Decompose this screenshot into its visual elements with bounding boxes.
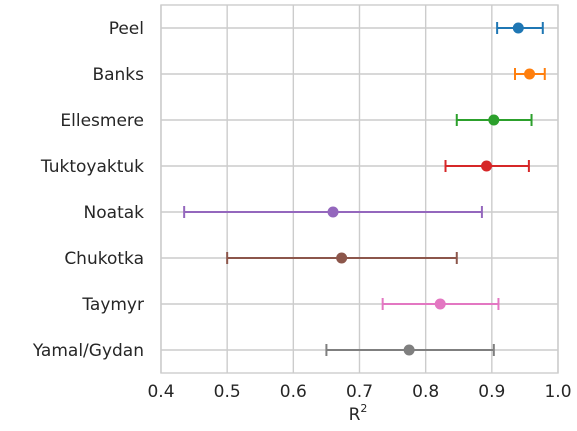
data-point [403,344,415,356]
data-point [481,160,493,172]
y-tick-label: Peel [109,19,144,39]
data-point [524,68,536,80]
series-banks [513,68,546,80]
plot-frame [160,4,559,374]
series-tuktoyaktuk [444,160,530,172]
x-tick-label: 0.8 [412,382,439,402]
y-tick-label: Yamal/Gydan [32,341,144,361]
data-point [336,252,348,264]
series-noatak [183,206,483,218]
x-tick-label: 0.7 [346,382,373,402]
y-tick-label: Taymyr [81,295,144,315]
x-tick-label: 1.0 [544,382,571,402]
y-tick-label: Noatak [84,203,145,223]
x-tick-labels: 0.4 0.5 0.6 0.7 0.8 0.9 1.0 [147,382,571,402]
y-tick-label: Ellesmere [60,111,144,131]
y-tick-label: Banks [92,65,144,85]
x-tick-label: 0.6 [280,382,307,402]
x-tick-label: 0.4 [147,382,174,402]
data-point [488,114,500,126]
x-tick-label: 0.9 [478,382,505,402]
data-point [434,298,446,310]
series-yamal-gydan [325,344,495,356]
y-tick-labels: Peel Banks Ellesmere Tuktoyaktuk Noatak Chuko… [32,19,144,361]
y-tick-label: Tuktoyaktuk [40,157,144,177]
series-ellesmere [455,114,533,126]
series-taymyr [381,298,500,310]
series-peel [496,22,544,34]
data-point [327,206,339,218]
x-axis-label-superscript: 2 [360,402,367,415]
data-point [512,22,524,34]
y-tick-label: Chukotka [64,249,144,269]
data-marks [183,22,546,356]
x-axis-label-base: R [349,405,361,425]
x-axis-label: R2 [349,402,368,425]
x-tick-label: 0.5 [214,382,241,402]
series-chukotka [226,252,458,264]
